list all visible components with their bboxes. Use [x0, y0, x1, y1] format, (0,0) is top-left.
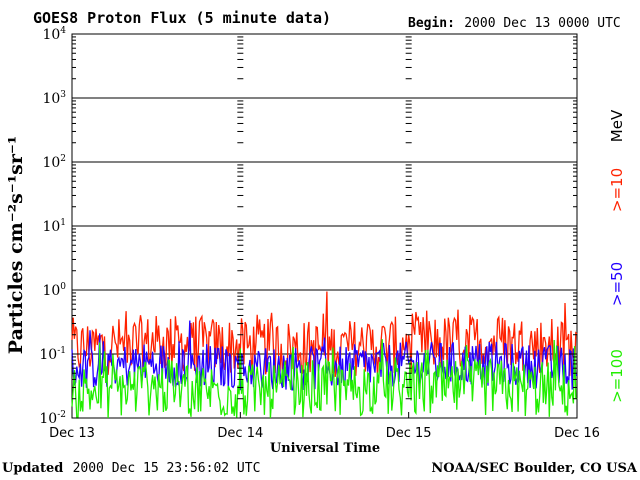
legend-ge50: >=50: [608, 262, 626, 306]
y-tick-exp: 0: [60, 282, 66, 292]
x-tick-label: Dec 13: [49, 426, 95, 441]
y-tick-exp: -1: [57, 346, 66, 356]
y-tick-exp: 1: [60, 218, 66, 228]
y-tick-label: 10-1: [39, 346, 66, 363]
y-tick-exp: -2: [57, 410, 66, 420]
legend: MeV >=10 >=50 >=100: [608, 109, 626, 403]
legend-ge10: >=10: [608, 168, 626, 212]
y-tick-label: 10-2: [39, 410, 66, 427]
y-tick-base: 10: [42, 155, 60, 171]
y-tick-exp: 3: [60, 90, 66, 100]
series-line-0: [71, 291, 578, 377]
footer-updated: Updated 2000 Dec 15 23:56:02 UTC: [2, 460, 260, 476]
y-tick-label: 103: [42, 90, 66, 107]
series-layer: [71, 291, 578, 419]
series-line-2: [71, 339, 578, 419]
updated-value: 2000 Dec 15 23:56:02 UTC: [73, 461, 261, 476]
y-tick-base: 10: [42, 283, 60, 299]
x-tick-label: Dec 14: [217, 426, 263, 441]
y-tick-base: 10: [42, 27, 60, 43]
y-tick-label: 104: [42, 26, 66, 43]
chart-title: GOES8 Proton Flux (5 minute data): [33, 9, 331, 27]
y-tick-label: 101: [42, 218, 66, 235]
x-tick-label: Dec 15: [386, 426, 432, 441]
y-tick-label: 100: [42, 282, 66, 299]
begin-line: Begin: 2000 Dec 13 0000 UTC: [408, 15, 621, 31]
begin-value: 2000 Dec 13 0000 UTC: [464, 16, 621, 31]
y-tick-base: 10: [39, 347, 57, 363]
series-line-1: [71, 320, 578, 391]
footer-source: NOAA/SEC Boulder, CO USA: [431, 461, 638, 476]
y-tick-base: 10: [42, 219, 60, 235]
x-tick-label: Dec 16: [554, 426, 600, 441]
y-axis-label: Particles cm⁻²s⁻¹sr⁻¹: [5, 136, 27, 354]
y-tick-base: 10: [42, 91, 60, 107]
legend-ge100: >=100: [608, 349, 626, 403]
y-tick-exp: 4: [60, 26, 66, 36]
y-tick-base: 10: [39, 411, 57, 427]
y-tick-exp: 2: [60, 154, 66, 164]
begin-label: Begin:: [408, 16, 455, 31]
updated-label: Updated: [2, 461, 63, 476]
legend-units: MeV: [608, 109, 626, 142]
x-axis-label: Universal Time: [270, 441, 380, 456]
y-tick-label: 102: [42, 154, 66, 171]
